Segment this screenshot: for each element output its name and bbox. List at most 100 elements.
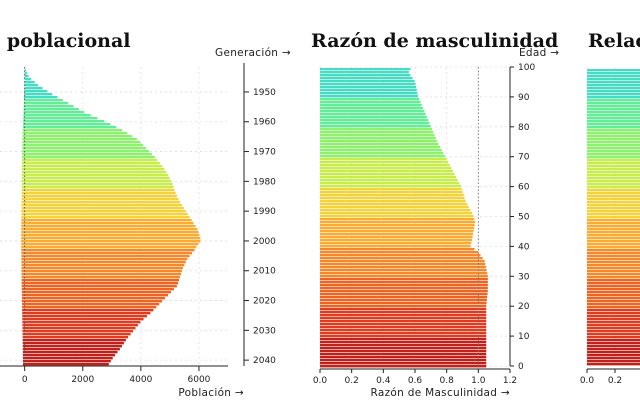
ratio-bar (320, 233, 474, 236)
ratio-bar (320, 149, 442, 152)
pyramid-y-tick-label: 2020 (253, 297, 276, 307)
ratio-x-tick-label: 0.6 (408, 376, 423, 386)
labels-layer: 0 2000 4000 6000 Población → 1950 1960 1970 1980… (22, 47, 622, 399)
ratio-bar (320, 266, 486, 269)
pyramid-bar (21, 300, 163, 303)
ratio-y-tick-label: 80 (518, 123, 530, 133)
ratio-bar (320, 131, 434, 134)
relation-bar (587, 156, 640, 159)
relation-bar (587, 315, 640, 318)
ratio-bar (320, 173, 455, 176)
pyramid-bar (21, 303, 160, 306)
relation-bar (587, 135, 640, 138)
pyramid-bar (21, 255, 190, 258)
ratio-y-tick-label: 70 (518, 153, 530, 163)
pyramid-bar (21, 168, 165, 171)
ratio-bar (320, 137, 436, 140)
ratio-bar (320, 224, 475, 227)
pyramid-bar (21, 210, 186, 213)
pyramid-bar (21, 279, 180, 282)
ratio-bar (320, 140, 438, 143)
pyramid-bar (23, 102, 69, 105)
ratio-bar (320, 164, 450, 167)
relation-bar (587, 117, 640, 120)
ratio-y-tick-label: 10 (518, 332, 530, 342)
ratio-bar (320, 203, 468, 206)
pyramid-bar (23, 363, 109, 366)
pyramid-bar (22, 333, 131, 336)
relation-bar (587, 246, 640, 249)
pyramid-bar (21, 222, 194, 225)
ratio-bar (320, 92, 418, 95)
ratio-y-tick-label: 50 (518, 213, 530, 223)
relation-bar (587, 129, 640, 132)
ratio-bar (320, 287, 488, 290)
pyramid-bar (21, 249, 195, 252)
relation-bar (587, 75, 640, 78)
pyramid-y-tick-label: 1960 (253, 118, 276, 128)
relation-bar (587, 99, 640, 102)
pyramid-bar (21, 180, 172, 183)
ratio-bar (320, 344, 487, 347)
ratio-bar (320, 212, 472, 215)
pyramid-bar (21, 258, 188, 261)
pyramid-bar (24, 96, 58, 99)
pyramid-bar (21, 198, 179, 201)
pyramid-bar (22, 354, 116, 357)
pyramid-bar (22, 315, 148, 318)
ratio-x-label: Razón de Masculinidad → (371, 387, 511, 399)
ratio-bar (320, 167, 452, 170)
relation-bar (587, 105, 640, 108)
relation-title: Relac (588, 30, 640, 52)
pyramid-title: ra poblacional (0, 30, 131, 52)
ratio-bar (320, 185, 461, 188)
ratio-bar (320, 281, 488, 284)
ratio-x-tick-label: 0.2 (345, 376, 359, 386)
pyramid-bar (21, 291, 171, 294)
relation-bar (587, 258, 640, 261)
relation-bar (587, 324, 640, 327)
relation-bar (587, 93, 640, 96)
relation-bar (587, 207, 640, 210)
ratio-bar (320, 329, 487, 332)
ratio-bar (320, 299, 487, 302)
pyramid-bar (23, 108, 79, 111)
ratio-bar (320, 134, 435, 137)
ratio-bar (320, 197, 465, 200)
ratio-bar (320, 221, 476, 224)
pyramid-bar (21, 276, 180, 279)
ratio-x-tick-label: 1.0 (471, 376, 486, 386)
pyramid-bar (24, 72, 28, 75)
pyramid-bar (21, 264, 185, 267)
pyramid-bar (22, 150, 150, 153)
relation-bar (587, 279, 640, 282)
relation-bar (587, 357, 640, 360)
relation-bar (587, 123, 640, 126)
relation-bar (587, 162, 640, 165)
pyramid-bar (21, 285, 177, 288)
relation-bar (587, 363, 640, 366)
relation-bar (587, 210, 640, 213)
ratio-x-tick-label: 0.0 (313, 376, 328, 386)
relation-bar (587, 111, 640, 114)
pyramid-bar (23, 117, 98, 120)
pyramid-bar (23, 111, 85, 114)
pyramid-bar (22, 159, 158, 162)
ratio-bar (320, 362, 487, 365)
relation-bar (587, 159, 640, 162)
pyramid-y-tick-label: 1950 (253, 88, 276, 98)
relation-bar (587, 270, 640, 273)
relation-bar (587, 327, 640, 330)
pyramid-bar (21, 243, 199, 246)
ratio-bar (320, 272, 488, 275)
relation-bar (587, 318, 640, 321)
relation-bar (587, 225, 640, 228)
ratio-bar (320, 215, 474, 218)
ratio-bar (320, 119, 429, 122)
relation-bar (587, 171, 640, 174)
relation-bar (587, 168, 640, 171)
pyramid-bar (21, 171, 167, 174)
ratio-bar (320, 143, 439, 146)
relation-bar (587, 144, 640, 147)
relation-bar (587, 180, 640, 183)
